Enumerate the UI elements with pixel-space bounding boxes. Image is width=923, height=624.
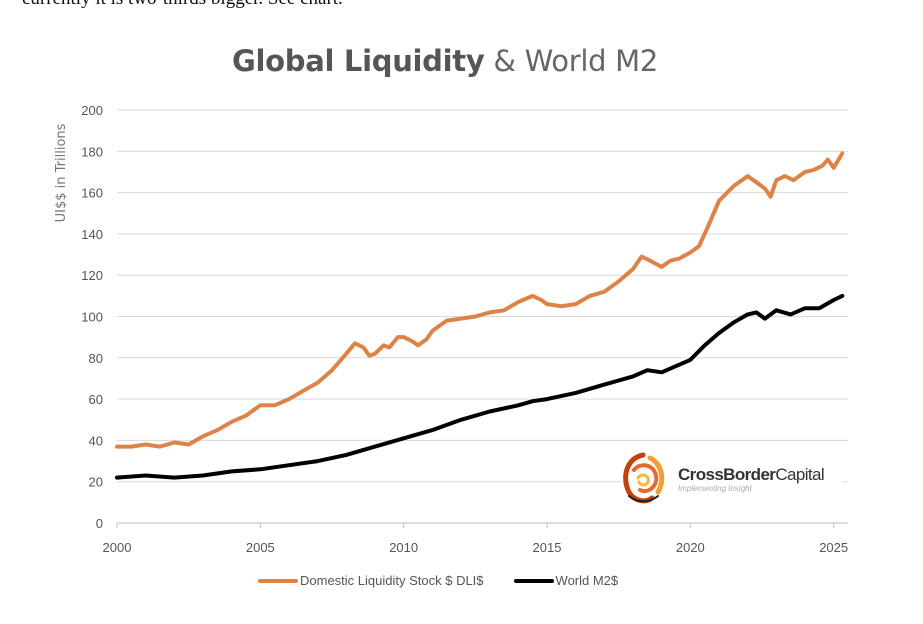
article-text: currently it is two-thirds bigger. See c… [22, 0, 343, 10]
y-tick-label-160: 160 [81, 186, 103, 201]
y-tick-label-80: 80 [89, 351, 103, 366]
logo-name-bold: CrossBorder [678, 464, 776, 484]
series-line-dli [115, 151, 845, 449]
logo-name: CrossBorderCapital [678, 464, 825, 484]
y-tick-label-40: 40 [89, 433, 103, 448]
x-tick-label-2025: 2025 [819, 540, 848, 555]
y-tick-label-60: 60 [89, 392, 103, 407]
chart-title-rest: & World M2 [493, 44, 659, 78]
x-tick-label-2000: 2000 [103, 540, 132, 555]
legend-swatch-m2 [513, 578, 554, 583]
logo-name-rest: Capital [775, 464, 825, 484]
x-tick-label-2015: 2015 [533, 540, 562, 555]
y-tick-label-100: 100 [81, 310, 103, 325]
chart-title-bold: Global Liquidity [231, 44, 485, 78]
chart-title: Global Liquidity & World M2 [0, 44, 890, 78]
legend: Domestic Liquidity Stock $ DLI$ World M2… [258, 573, 648, 588]
y-tick-label-140: 140 [81, 227, 103, 242]
series-group [115, 151, 845, 480]
x-tick-label-2010: 2010 [389, 540, 418, 555]
y-tick-label-200: 200 [81, 103, 103, 118]
legend-item-m2: World M2$ [513, 573, 619, 588]
legend-swatch-dli [258, 578, 298, 583]
axes: 0 20 40 60 80 100 120 140 160 180 200 2000 2005 2010 2… [81, 103, 848, 555]
logo-tagline: Implementing Insight [678, 483, 752, 493]
crossborder-swirl-icon [623, 452, 665, 504]
y-tick-label-180: 180 [81, 144, 103, 159]
y-tick-label-120: 120 [81, 268, 103, 283]
y-tick-label-0: 0 [96, 516, 103, 531]
legend-item-dli: Domestic Liquidity Stock $ DLI$ [258, 573, 484, 588]
y-axis-label: UI$$ in Trillions [54, 123, 69, 222]
series-line-m2 [115, 293, 845, 480]
x-tick-label-2005: 2005 [246, 540, 275, 555]
crossborder-logo: CrossBorderCapital Implementing Insight [620, 450, 842, 508]
x-tick-label-2020: 2020 [676, 540, 705, 555]
legend-label-dli: Domestic Liquidity Stock $ DLI$ [300, 573, 484, 588]
legend-label-m2: World M2$ [555, 573, 619, 588]
y-tick-label-20: 20 [89, 475, 103, 490]
grid-lines [117, 109, 848, 483]
